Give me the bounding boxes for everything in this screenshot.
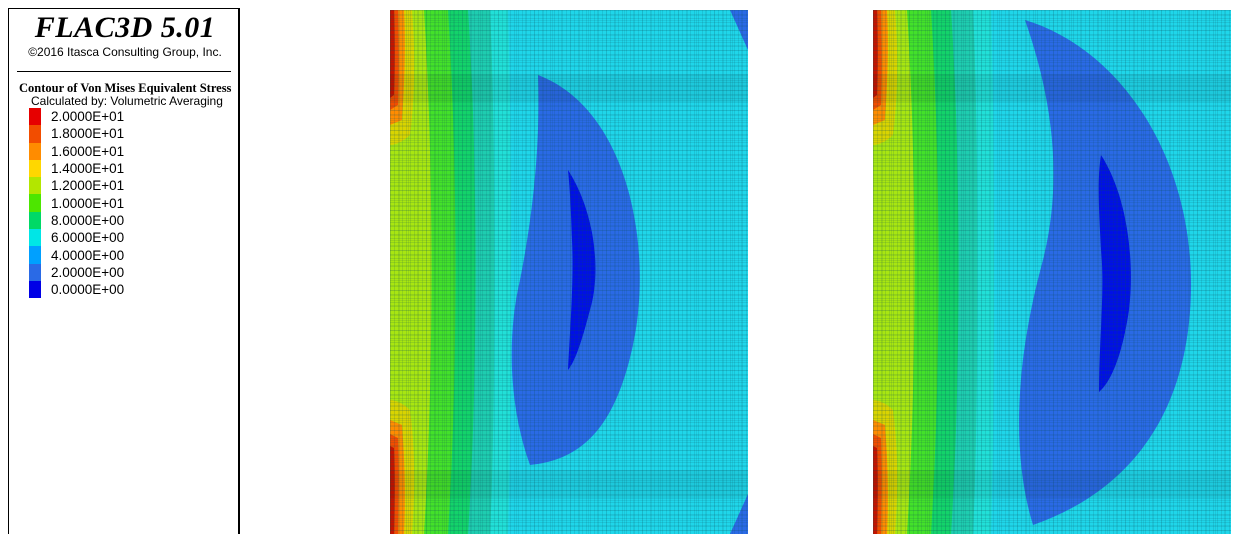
legend-label: 2.0000E+00 bbox=[51, 264, 125, 280]
legend-swatch bbox=[29, 263, 41, 281]
legend-swatch bbox=[29, 194, 41, 212]
legend-item: 1.6000E+01 bbox=[29, 142, 125, 160]
legend-item: 2.0000E+01 bbox=[29, 108, 125, 126]
legend-item: 1.4000E+01 bbox=[29, 159, 125, 178]
legend-label: 1.0000E+01 bbox=[51, 195, 125, 211]
legend-swatch bbox=[29, 108, 41, 126]
contour-plot-right bbox=[873, 10, 1231, 534]
legend-label: 1.6000E+01 bbox=[51, 143, 125, 159]
legend-label: 0.0000E+00 bbox=[51, 282, 125, 298]
legend-item: 8.0000E+00 bbox=[29, 211, 125, 230]
copyright-text: ©2016 Itasca Consulting Group, Inc. bbox=[28, 45, 222, 59]
legend-swatch bbox=[29, 142, 41, 160]
legend-label: 8.0000E+00 bbox=[51, 212, 125, 228]
legend-subheading: Calculated by: Volumetric Averaging bbox=[31, 94, 223, 108]
legend-item: 6.0000E+00 bbox=[29, 229, 125, 247]
contour-plot-left bbox=[390, 10, 748, 534]
legend-swatch bbox=[29, 229, 41, 247]
legend-swatch bbox=[29, 246, 41, 264]
legend-label: 4.0000E+00 bbox=[51, 247, 125, 263]
legend-swatch bbox=[29, 280, 41, 299]
legend-swatch bbox=[29, 177, 41, 195]
legend-swatch bbox=[29, 159, 41, 178]
legend-item: 1.2000E+01 bbox=[29, 177, 125, 195]
legend-swatch bbox=[29, 125, 41, 143]
divider bbox=[17, 71, 231, 72]
legend-item: 1.0000E+01 bbox=[29, 194, 125, 212]
legend-item: 2.0000E+00 bbox=[29, 263, 125, 281]
legend-label: 1.8000E+01 bbox=[51, 126, 125, 142]
legend-item: 1.8000E+01 bbox=[29, 125, 125, 143]
app-title: FLAC3D 5.01 bbox=[34, 11, 216, 44]
legend-label: 6.0000E+00 bbox=[51, 230, 125, 246]
legend-list: 2.0000E+01 1.8000E+01 1.6000E+01 1.4000E… bbox=[29, 108, 125, 299]
legend-swatch bbox=[29, 211, 41, 230]
legend-label: 1.2000E+01 bbox=[51, 178, 125, 194]
legend-label: 1.4000E+01 bbox=[51, 161, 125, 177]
legend-item: 4.0000E+00 bbox=[29, 246, 125, 264]
legend-label: 2.0000E+01 bbox=[51, 109, 125, 125]
legend-panel: FLAC3D 5.01 ©2016 Itasca Consulting Grou… bbox=[8, 8, 240, 534]
legend-item: 0.0000E+00 bbox=[29, 280, 125, 299]
legend-heading: Contour of Von Mises Equivalent Stress bbox=[19, 81, 232, 95]
